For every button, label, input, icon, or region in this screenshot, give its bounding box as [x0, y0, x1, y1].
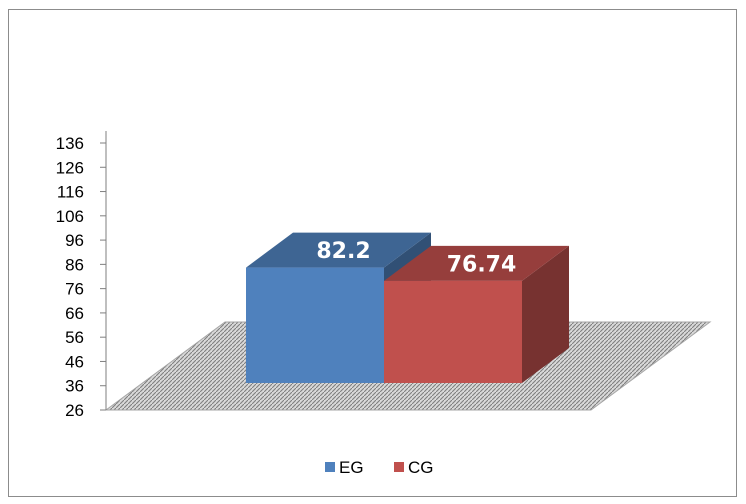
y-tick-label: 86: [65, 255, 84, 274]
y-axis-ticks: 136 126 116 106 96 86 76 66 56 46 36 26: [56, 134, 106, 420]
bar-top-face: [246, 232, 431, 268]
y-tick-label: 56: [65, 328, 84, 347]
legend-swatch-cg: [394, 462, 404, 472]
bar-front-face: [246, 267, 384, 383]
data-label-eg: 82.2: [316, 239, 370, 264]
legend: EG CG: [325, 458, 434, 477]
y-tick-label: 26: [65, 401, 84, 420]
legend-swatch-eg: [325, 462, 335, 472]
y-tick-label: 116: [57, 183, 84, 202]
data-labels: 82.2 76.74: [316, 239, 516, 277]
y-tick-label: 136: [56, 134, 84, 153]
bars: [246, 232, 569, 383]
data-label-cg: 76.74: [447, 252, 517, 277]
y-tick-label: 76: [65, 280, 84, 299]
y-tick-label: 126: [56, 158, 84, 177]
legend-label-eg: EG: [339, 458, 364, 477]
y-tick-label: 106: [56, 207, 84, 226]
bar-top-face: [384, 245, 569, 281]
bar-side-face: [522, 245, 569, 383]
y-tick-label: 96: [65, 231, 84, 250]
bar-front-face: [384, 280, 522, 383]
y-tick-label: 66: [65, 304, 84, 323]
bar-cg: [384, 245, 569, 383]
y-tick-label: 46: [65, 352, 84, 371]
legend-label-cg: CG: [408, 458, 434, 477]
y-tick-label: 36: [65, 377, 84, 396]
